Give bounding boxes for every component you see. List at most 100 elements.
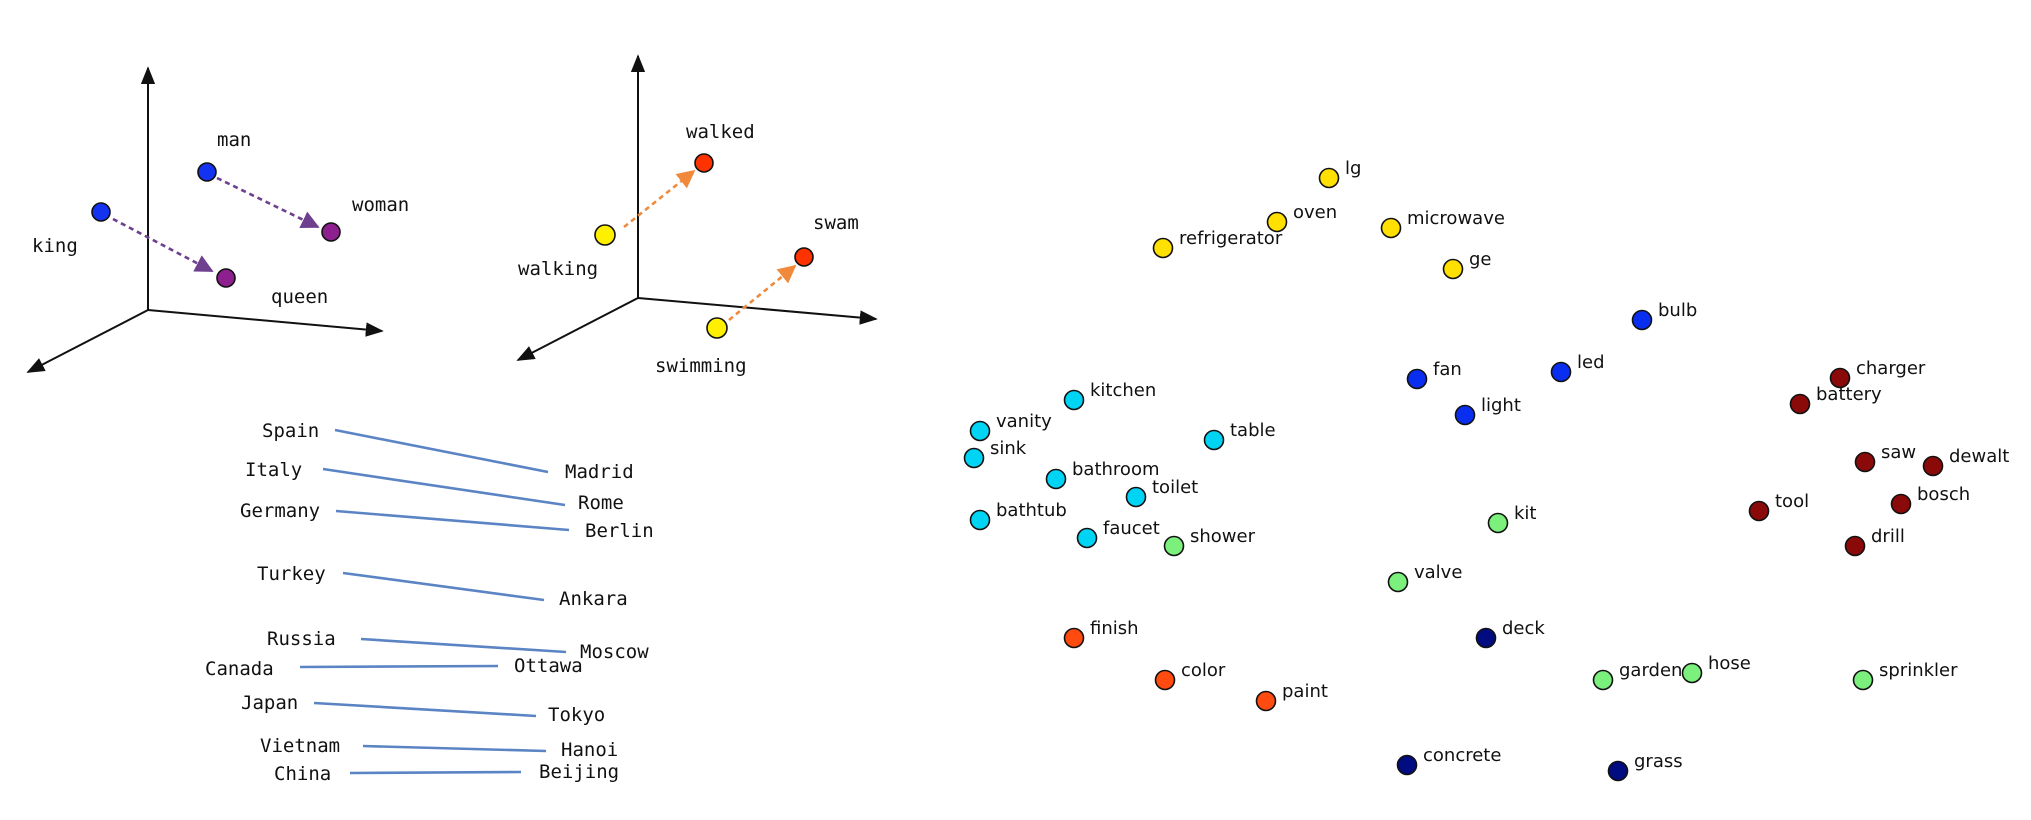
point-fan (1406, 368, 1428, 390)
country-italy: Italy (245, 459, 302, 481)
point-label-fan: fan (1433, 359, 1462, 380)
point-label-garden: garden (1619, 660, 1682, 681)
tense-axis-right (637, 297, 878, 325)
point-concrete (1396, 754, 1418, 776)
vietnam-hanoi-line (362, 744, 547, 753)
point-label-microwave: microwave (1407, 208, 1505, 229)
king-dot (91, 202, 111, 222)
king-queen-arrow (112, 217, 214, 273)
point-kit (1487, 512, 1509, 534)
point-label-deck: deck (1502, 618, 1545, 639)
capital-ankara: Ankara (559, 588, 628, 610)
man-label: man (217, 129, 251, 151)
gender-axis-left (26, 309, 149, 373)
point-label-toilet: toilet (1152, 477, 1198, 498)
point-toilet (1125, 486, 1147, 508)
point-color (1154, 669, 1176, 691)
country-vietnam: Vietnam (260, 735, 340, 757)
swimming-dot (706, 317, 728, 339)
point-label-valve: valve (1414, 562, 1462, 583)
capital-tokyo: Tokyo (548, 704, 605, 726)
king-label: king (32, 235, 78, 257)
italy-rome-line (322, 467, 566, 507)
point-label-bulb: bulb (1658, 300, 1697, 321)
china-beijing-line (349, 770, 522, 775)
point-refrigerator (1152, 237, 1174, 259)
walking-dot (594, 224, 616, 246)
point-lg (1318, 167, 1340, 189)
point-bathroom (1045, 468, 1067, 490)
point-drill (1844, 535, 1866, 557)
country-germany: Germany (240, 500, 320, 522)
point-sink (963, 447, 985, 469)
country-russia: Russia (267, 628, 336, 650)
point-label-kitchen: kitchen (1090, 380, 1156, 401)
country-capital-panel: Spain Madrid Italy Rome Germany Berlin T… (205, 420, 654, 785)
walked-dot (694, 153, 714, 173)
point-table (1203, 429, 1225, 451)
capital-moscow: Moscow (580, 641, 649, 663)
point-label-bathtub: bathtub (996, 500, 1067, 521)
turkey-ankara-line (342, 571, 545, 602)
spain-madrid-line (334, 428, 549, 474)
point-vanity (969, 420, 991, 442)
gender-axis-right (147, 309, 384, 337)
man-dot (197, 162, 217, 182)
queen-dot (216, 268, 236, 288)
point-tool (1748, 500, 1770, 522)
swam-label: swam (813, 212, 859, 234)
point-bathtub (969, 509, 991, 531)
point-label-color: color (1181, 660, 1226, 681)
point-label-dewalt: dewalt (1949, 446, 2009, 467)
word-cluster-scatter: lg oven microwave refrigerator ge bulb fan led l… (963, 158, 2009, 782)
point-light (1454, 404, 1476, 426)
point-paint (1255, 690, 1277, 712)
point-shower (1163, 535, 1185, 557)
point-bosch (1890, 493, 1912, 515)
point-label-concrete: concrete (1423, 745, 1501, 766)
point-label-light: light (1481, 395, 1521, 416)
russia-moscow-line (360, 637, 567, 654)
point-grass (1607, 760, 1629, 782)
point-label-lg: lg (1345, 158, 1361, 179)
point-label-finish: finish (1090, 618, 1139, 639)
point-battery (1789, 393, 1811, 415)
point-label-faucet: faucet (1103, 518, 1160, 539)
canada-ottawa-line (299, 664, 499, 669)
point-label-charger: charger (1856, 358, 1926, 379)
point-label-kit: kit (1514, 503, 1536, 524)
point-label-bosch: bosch (1917, 484, 1970, 505)
point-label-table: table (1230, 420, 1276, 441)
point-ge (1442, 258, 1464, 280)
point-label-bathroom: bathroom (1072, 459, 1160, 480)
woman-label: woman (352, 194, 409, 216)
walking-label: walking (518, 258, 598, 280)
point-deck (1475, 627, 1497, 649)
capital-hanoi: Hanoi (561, 739, 618, 761)
tense-axes (516, 54, 878, 361)
point-label-ge: ge (1469, 249, 1492, 270)
capital-berlin: Berlin (585, 520, 654, 542)
queen-label: queen (271, 286, 328, 308)
point-bulb (1631, 309, 1653, 331)
country-turkey: Turkey (257, 563, 326, 585)
point-faucet (1076, 527, 1098, 549)
japan-tokyo-line (313, 701, 537, 718)
country-japan: Japan (241, 692, 298, 714)
point-label-hose: hose (1708, 653, 1751, 674)
point-valve (1387, 571, 1409, 593)
swam-dot (794, 247, 814, 267)
point-garden (1592, 669, 1614, 691)
point-oven (1266, 211, 1288, 233)
capital-ottawa: Ottawa (514, 655, 583, 677)
point-label-led: led (1577, 352, 1605, 373)
walking-walked-arrow (623, 169, 696, 229)
swimming-label: swimming (655, 355, 747, 377)
point-finish (1063, 627, 1085, 649)
point-label-vanity: vanity (996, 411, 1052, 432)
point-label-battery: battery (1816, 384, 1882, 405)
tense-axis-left (516, 297, 639, 361)
point-sprinkler (1852, 669, 1874, 691)
tense-analogy-panel: walked walking swam swimming (516, 54, 878, 377)
